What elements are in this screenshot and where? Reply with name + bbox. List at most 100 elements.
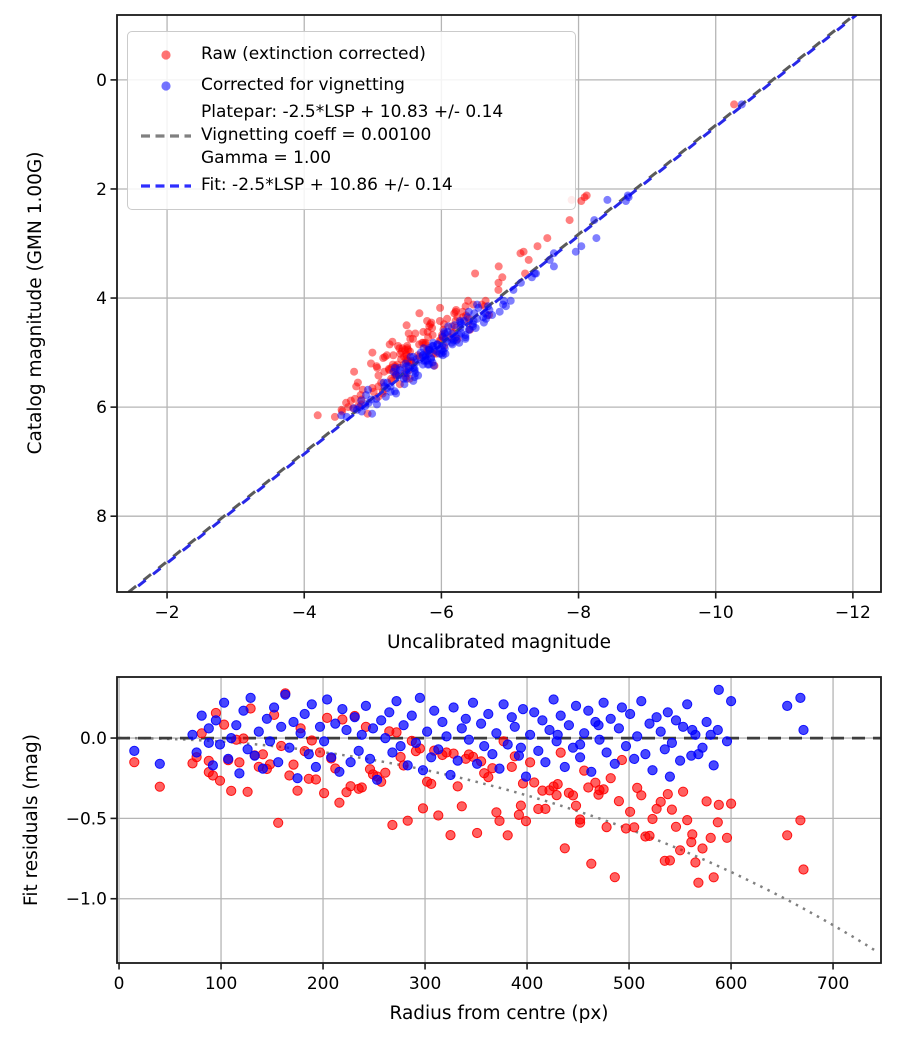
corrected-residual-point: [570, 700, 582, 712]
raw-residual-point: [319, 788, 330, 799]
corrected-residual-point: [697, 742, 708, 753]
corrected-residual-point: [467, 697, 479, 708]
raw-point: [330, 412, 339, 421]
raw-residual-point: [559, 843, 570, 854]
x-tick-label: 0: [114, 974, 125, 994]
corrected-residual-point: [337, 704, 348, 715]
raw-residual-point: [515, 800, 527, 811]
corrected-residual-point: [583, 705, 594, 716]
raw-residual-point: [795, 815, 806, 826]
raw-residual-point: [214, 775, 226, 786]
corrected-residual-point: [655, 726, 666, 737]
corrected-residual-point: [384, 707, 395, 718]
raw-residual-point: [662, 789, 673, 800]
corrected-point: [403, 369, 412, 378]
raw-point: [419, 327, 428, 336]
raw-residual-point: [540, 803, 551, 815]
raw-residual-point: [380, 767, 391, 778]
y-tick-label: −1.0: [66, 890, 107, 910]
corrected-residual-point: [690, 729, 701, 740]
corrected-residual-point: [203, 723, 214, 734]
corrected-residual-point: [682, 699, 693, 710]
corrected-point: [427, 354, 436, 362]
raw-residual-point: [273, 817, 284, 828]
corrected-residual-point: [314, 721, 326, 732]
corrected-point: [349, 404, 358, 413]
axes-spines: [116, 676, 882, 964]
raw-residual-point: [598, 784, 609, 795]
corrected-point: [406, 352, 415, 361]
corrected-residual-point: [345, 757, 356, 768]
corrected-residual-point: [662, 707, 673, 718]
corrected-residual-point: [670, 715, 682, 726]
vignetting-coeff: Vignetting coeff = 0.00100: [201, 125, 432, 145]
corrected-point: [409, 363, 418, 372]
raw-residual-point: [644, 830, 655, 842]
corrected-residual-point: [203, 737, 214, 749]
raw-residual-point: [693, 877, 704, 888]
legend-item-corrected: Corrected for vignetting: [140, 70, 565, 101]
corrected-residual-point: [659, 744, 670, 755]
corrected-residual-point: [154, 758, 165, 769]
raw-residual-point: [207, 770, 218, 781]
corrected-point: [460, 317, 468, 325]
y-tick-label: 2: [96, 180, 107, 200]
raw-residual-point: [506, 761, 517, 773]
raw-point: [404, 329, 413, 338]
corrected-residual-point: [529, 707, 540, 718]
corrected-residual-point: [330, 718, 341, 729]
bottom-yaxis-label: Fit residuals (mag): [21, 734, 42, 906]
corrected-point: [545, 255, 554, 264]
top-yaxis-label: Catalog magnitude (GMN 1.00G): [25, 152, 46, 455]
corrected-residual-point: [187, 729, 198, 740]
raw-point: [450, 309, 459, 318]
corrected-residual-point: [498, 699, 509, 710]
raw-residual-point: [445, 830, 456, 841]
raw-residual-point: [555, 747, 566, 758]
raw-residual-point: [620, 823, 632, 834]
corrected-residual-point: [276, 721, 287, 732]
corrected-point: [409, 376, 418, 385]
corrected-residual-point: [678, 721, 689, 732]
corrected-residual-point: [414, 692, 425, 704]
raw-point: [428, 324, 437, 332]
x-tick-label: 500: [613, 974, 645, 994]
corrected-point: [501, 302, 510, 311]
raw-residual-point: [782, 830, 793, 841]
fit-lines: [127, 15, 858, 592]
corrected-residual-point: [387, 747, 398, 758]
corrected-point: [481, 309, 490, 318]
raw-point: [388, 337, 397, 346]
raw-residual-point: [306, 735, 317, 746]
x-tick-label: −8: [566, 603, 591, 623]
raw-point: [402, 321, 411, 330]
raw-point: [494, 262, 503, 271]
raw-residual-point: [226, 785, 237, 797]
corrected-residual-point: [437, 716, 448, 728]
corrected-point: [590, 216, 599, 225]
corrected-residual-point: [391, 696, 402, 707]
raw-residual-point: [675, 845, 686, 856]
y-tick-label: 0.0: [80, 729, 107, 749]
corrected-residual-point: [334, 766, 345, 777]
x-tick-label: 400: [511, 974, 543, 994]
corrected-residual-point: [640, 749, 651, 760]
x-tick-label: 300: [409, 974, 441, 994]
raw-point: [352, 382, 361, 391]
raw-residual-point: [605, 773, 616, 784]
raw-residual-point: [629, 822, 640, 833]
raw-residual-point: [567, 790, 579, 801]
corrected-residual-point: [625, 708, 636, 720]
fit-line: [129, 15, 858, 592]
corrected-residual-point: [288, 716, 299, 728]
corrected-residual-point: [675, 755, 686, 766]
corrected-point: [495, 307, 504, 316]
raw-residual-point: [708, 872, 719, 883]
legend-item-fit: Fit: -2.5*LSP + 10.86 +/- 0.14: [140, 170, 565, 201]
raw-residual-point: [575, 814, 586, 825]
corrected-point: [464, 325, 473, 334]
corrected-residual-point: [479, 741, 490, 752]
corrected-point: [381, 392, 390, 401]
corrected-residual-point: [249, 750, 260, 761]
raw-point: [471, 269, 480, 278]
